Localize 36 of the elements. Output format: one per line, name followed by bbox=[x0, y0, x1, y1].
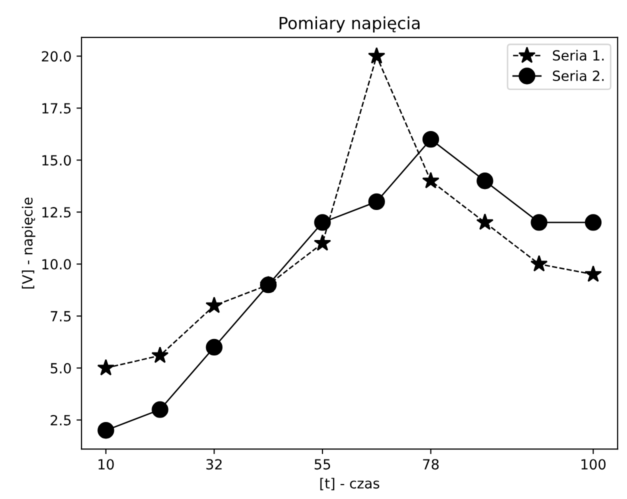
point bbox=[584, 214, 602, 231]
x-tick-label: 78 bbox=[423, 459, 439, 470]
point bbox=[476, 213, 494, 230]
point bbox=[314, 234, 332, 251]
point bbox=[98, 422, 114, 439]
point bbox=[584, 265, 602, 282]
y-tick-label: 5.0 bbox=[50, 362, 71, 374]
chart-title: Pomiary napięcia bbox=[280, 16, 420, 33]
y-axis-title: [V] - napięcie bbox=[22, 198, 36, 288]
point bbox=[152, 401, 168, 418]
y-tick-label: 2.5 bbox=[50, 414, 71, 426]
legend-label: Seria 1. bbox=[552, 50, 604, 61]
y-tick-label: 7.5 bbox=[50, 311, 71, 322]
point bbox=[422, 130, 440, 148]
y-tick-label: 12.5 bbox=[42, 207, 71, 218]
x-tick-label: 100 bbox=[582, 459, 606, 470]
y-tick-label: 15.0 bbox=[42, 155, 71, 166]
legend-label: Seria 2. bbox=[552, 70, 604, 82]
point bbox=[530, 255, 548, 272]
point bbox=[314, 214, 331, 231]
point bbox=[206, 338, 223, 356]
point bbox=[206, 296, 223, 314]
point bbox=[422, 172, 440, 188]
point bbox=[151, 346, 169, 363]
x-tick-label: 10 bbox=[98, 459, 114, 470]
y-tick-label: 17.5 bbox=[42, 103, 71, 114]
point bbox=[476, 172, 494, 190]
y-tick-label: 10.0 bbox=[42, 259, 71, 270]
x-tick-label: 55 bbox=[314, 459, 330, 470]
point bbox=[368, 193, 385, 210]
x-tick-label: 32 bbox=[206, 459, 222, 470]
y-tick-label: 20.0 bbox=[42, 51, 71, 62]
point bbox=[97, 358, 114, 376]
point bbox=[530, 214, 548, 231]
point bbox=[368, 47, 386, 64]
x-axis-title: [t] - czas bbox=[320, 478, 380, 490]
